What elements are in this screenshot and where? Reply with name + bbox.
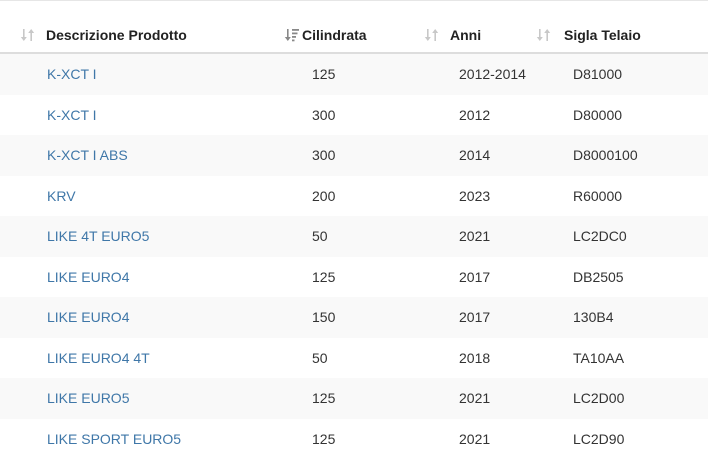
cell-descrizione: K-XCT I bbox=[0, 94, 302, 135]
cell-sigla-telaio: 130B4 bbox=[564, 297, 708, 338]
sort-icon[interactable] bbox=[20, 28, 36, 42]
cell-anni: 2021 bbox=[450, 216, 564, 257]
cell-cilindrata: 125 bbox=[302, 53, 450, 95]
table-row: LIKE 4T EURO5 50 2021 LC2DC0 bbox=[0, 216, 708, 257]
table-row: LIKE EURO4 150 2017 130B4 bbox=[0, 297, 708, 338]
cell-sigla-telaio: DB2505 bbox=[564, 256, 708, 297]
sort-ascending-icon[interactable] bbox=[284, 28, 300, 42]
cell-sigla-telaio: LC2D00 bbox=[564, 378, 708, 419]
cell-cilindrata: 200 bbox=[302, 175, 450, 216]
cell-descrizione: LIKE 4T EURO5 bbox=[0, 216, 302, 257]
top-divider bbox=[0, 0, 708, 1]
cell-anni: 2023 bbox=[450, 175, 564, 216]
cell-anni: 2012-2014 bbox=[450, 53, 564, 95]
cell-descrizione: K-XCT I bbox=[0, 53, 302, 95]
product-link[interactable]: LIKE EURO4 bbox=[47, 268, 130, 285]
column-header-cilindrata[interactable]: Cilindrata bbox=[284, 18, 450, 54]
cell-descrizione: LIKE EURO4 bbox=[0, 297, 302, 338]
product-link[interactable]: KRV bbox=[47, 187, 76, 204]
product-link[interactable]: LIKE EURO4 4T bbox=[47, 349, 150, 366]
cell-sigla-telaio: D80000 bbox=[564, 94, 708, 135]
cell-cilindrata: 300 bbox=[302, 135, 450, 176]
cell-anni: 2021 bbox=[450, 418, 564, 459]
cell-anni: 2021 bbox=[450, 378, 564, 419]
cell-descrizione: LIKE EURO4 4T bbox=[0, 337, 302, 378]
table-header-row: Descrizione Prodotto Cilindrata bbox=[0, 18, 708, 54]
cell-anni: 2018 bbox=[450, 337, 564, 378]
cell-sigla-telaio: LC2DC0 bbox=[564, 216, 708, 257]
sort-icon[interactable] bbox=[424, 28, 440, 42]
cell-cilindrata: 50 bbox=[302, 337, 450, 378]
product-link[interactable]: K-XCT I bbox=[47, 66, 97, 83]
cell-descrizione: KRV bbox=[0, 175, 302, 216]
cell-cilindrata: 300 bbox=[302, 94, 450, 135]
product-link[interactable]: K-XCT I bbox=[47, 106, 97, 123]
cell-anni: 2017 bbox=[450, 297, 564, 338]
cell-cilindrata: 50 bbox=[302, 216, 450, 257]
cell-sigla-telaio: D81000 bbox=[564, 53, 708, 95]
column-label: Descrizione Prodotto bbox=[46, 27, 187, 43]
cell-cilindrata: 125 bbox=[302, 378, 450, 419]
table-row: KRV 200 2023 R60000 bbox=[0, 175, 708, 216]
column-header-anni[interactable]: Anni bbox=[424, 18, 564, 54]
products-table: Descrizione Prodotto Cilindrata bbox=[0, 18, 708, 459]
table-body: K-XCT I 125 2012-2014 D81000 K-XCT I 300… bbox=[0, 53, 708, 459]
column-label: Anni bbox=[450, 27, 482, 43]
table-row: LIKE EURO4 125 2017 DB2505 bbox=[0, 256, 708, 297]
product-link[interactable]: LIKE 4T EURO5 bbox=[47, 228, 150, 245]
column-header-descrizione[interactable]: Descrizione Prodotto bbox=[0, 18, 302, 54]
column-header-sigla-telaio[interactable]: Sigla Telaio bbox=[536, 18, 708, 54]
product-link[interactable]: LIKE EURO5 bbox=[47, 390, 130, 407]
table-row: LIKE EURO5 125 2021 LC2D00 bbox=[0, 378, 708, 419]
cell-sigla-telaio: R60000 bbox=[564, 175, 708, 216]
cell-cilindrata: 150 bbox=[302, 297, 450, 338]
table-row: LIKE EURO4 4T 50 2018 TA10AA bbox=[0, 337, 708, 378]
table-row: K-XCT I 300 2012 D80000 bbox=[0, 94, 708, 135]
sort-icon[interactable] bbox=[536, 28, 552, 42]
cell-anni: 2012 bbox=[450, 94, 564, 135]
table-row: K-XCT I 125 2012-2014 D81000 bbox=[0, 53, 708, 95]
cell-sigla-telaio: LC2D90 bbox=[564, 418, 708, 459]
cell-cilindrata: 125 bbox=[302, 256, 450, 297]
cell-descrizione: LIKE EURO5 bbox=[0, 378, 302, 419]
table-row: LIKE SPORT EURO5 125 2021 LC2D90 bbox=[0, 418, 708, 459]
cell-descrizione: K-XCT I ABS bbox=[0, 135, 302, 176]
cell-anni: 2014 bbox=[450, 135, 564, 176]
column-label: Sigla Telaio bbox=[564, 27, 641, 43]
product-link[interactable]: LIKE SPORT EURO5 bbox=[47, 430, 182, 447]
cell-sigla-telaio: D8000100 bbox=[564, 135, 708, 176]
cell-descrizione: LIKE SPORT EURO5 bbox=[0, 418, 302, 459]
product-link[interactable]: LIKE EURO4 bbox=[47, 309, 130, 326]
cell-cilindrata: 125 bbox=[302, 418, 450, 459]
cell-sigla-telaio: TA10AA bbox=[564, 337, 708, 378]
cell-descrizione: LIKE EURO4 bbox=[0, 256, 302, 297]
cell-anni: 2017 bbox=[450, 256, 564, 297]
product-link[interactable]: K-XCT I ABS bbox=[47, 147, 128, 164]
column-label: Cilindrata bbox=[302, 27, 367, 43]
table-row: K-XCT I ABS 300 2014 D8000100 bbox=[0, 135, 708, 176]
